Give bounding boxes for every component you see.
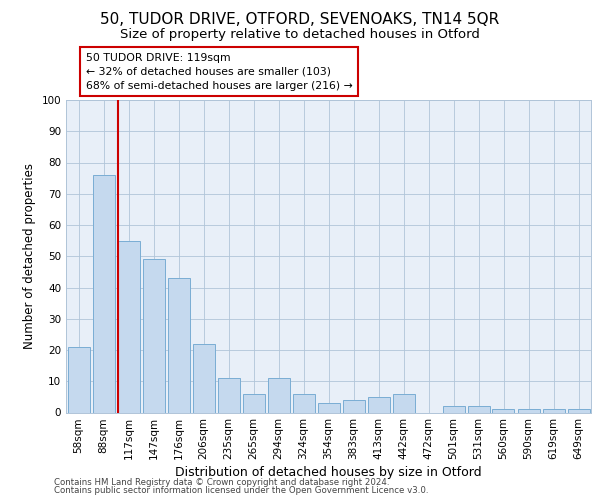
Bar <box>268 378 290 412</box>
Text: Contains HM Land Registry data © Crown copyright and database right 2024.: Contains HM Land Registry data © Crown c… <box>54 478 389 487</box>
Bar <box>317 403 340 412</box>
Bar <box>118 240 139 412</box>
X-axis label: Distribution of detached houses by size in Otford: Distribution of detached houses by size … <box>175 466 482 479</box>
Bar <box>67 347 89 412</box>
Bar <box>218 378 239 412</box>
Bar <box>467 406 490 412</box>
Bar <box>143 260 164 412</box>
Text: 50, TUDOR DRIVE, OTFORD, SEVENOAKS, TN14 5QR: 50, TUDOR DRIVE, OTFORD, SEVENOAKS, TN14… <box>100 12 500 27</box>
Bar <box>542 410 565 412</box>
Bar <box>367 397 389 412</box>
Bar <box>517 410 539 412</box>
Bar <box>92 175 115 412</box>
Text: Size of property relative to detached houses in Otford: Size of property relative to detached ho… <box>120 28 480 41</box>
Bar <box>392 394 415 412</box>
Bar <box>242 394 265 412</box>
Bar <box>568 410 589 412</box>
Bar <box>193 344 215 412</box>
Text: Contains public sector information licensed under the Open Government Licence v3: Contains public sector information licen… <box>54 486 428 495</box>
Y-axis label: Number of detached properties: Number of detached properties <box>23 163 36 349</box>
Bar <box>343 400 365 412</box>
Text: 50 TUDOR DRIVE: 119sqm
← 32% of detached houses are smaller (103)
68% of semi-de: 50 TUDOR DRIVE: 119sqm ← 32% of detached… <box>86 52 352 90</box>
Bar <box>493 410 514 412</box>
Bar <box>443 406 464 412</box>
Bar <box>167 278 190 412</box>
Bar <box>293 394 314 412</box>
